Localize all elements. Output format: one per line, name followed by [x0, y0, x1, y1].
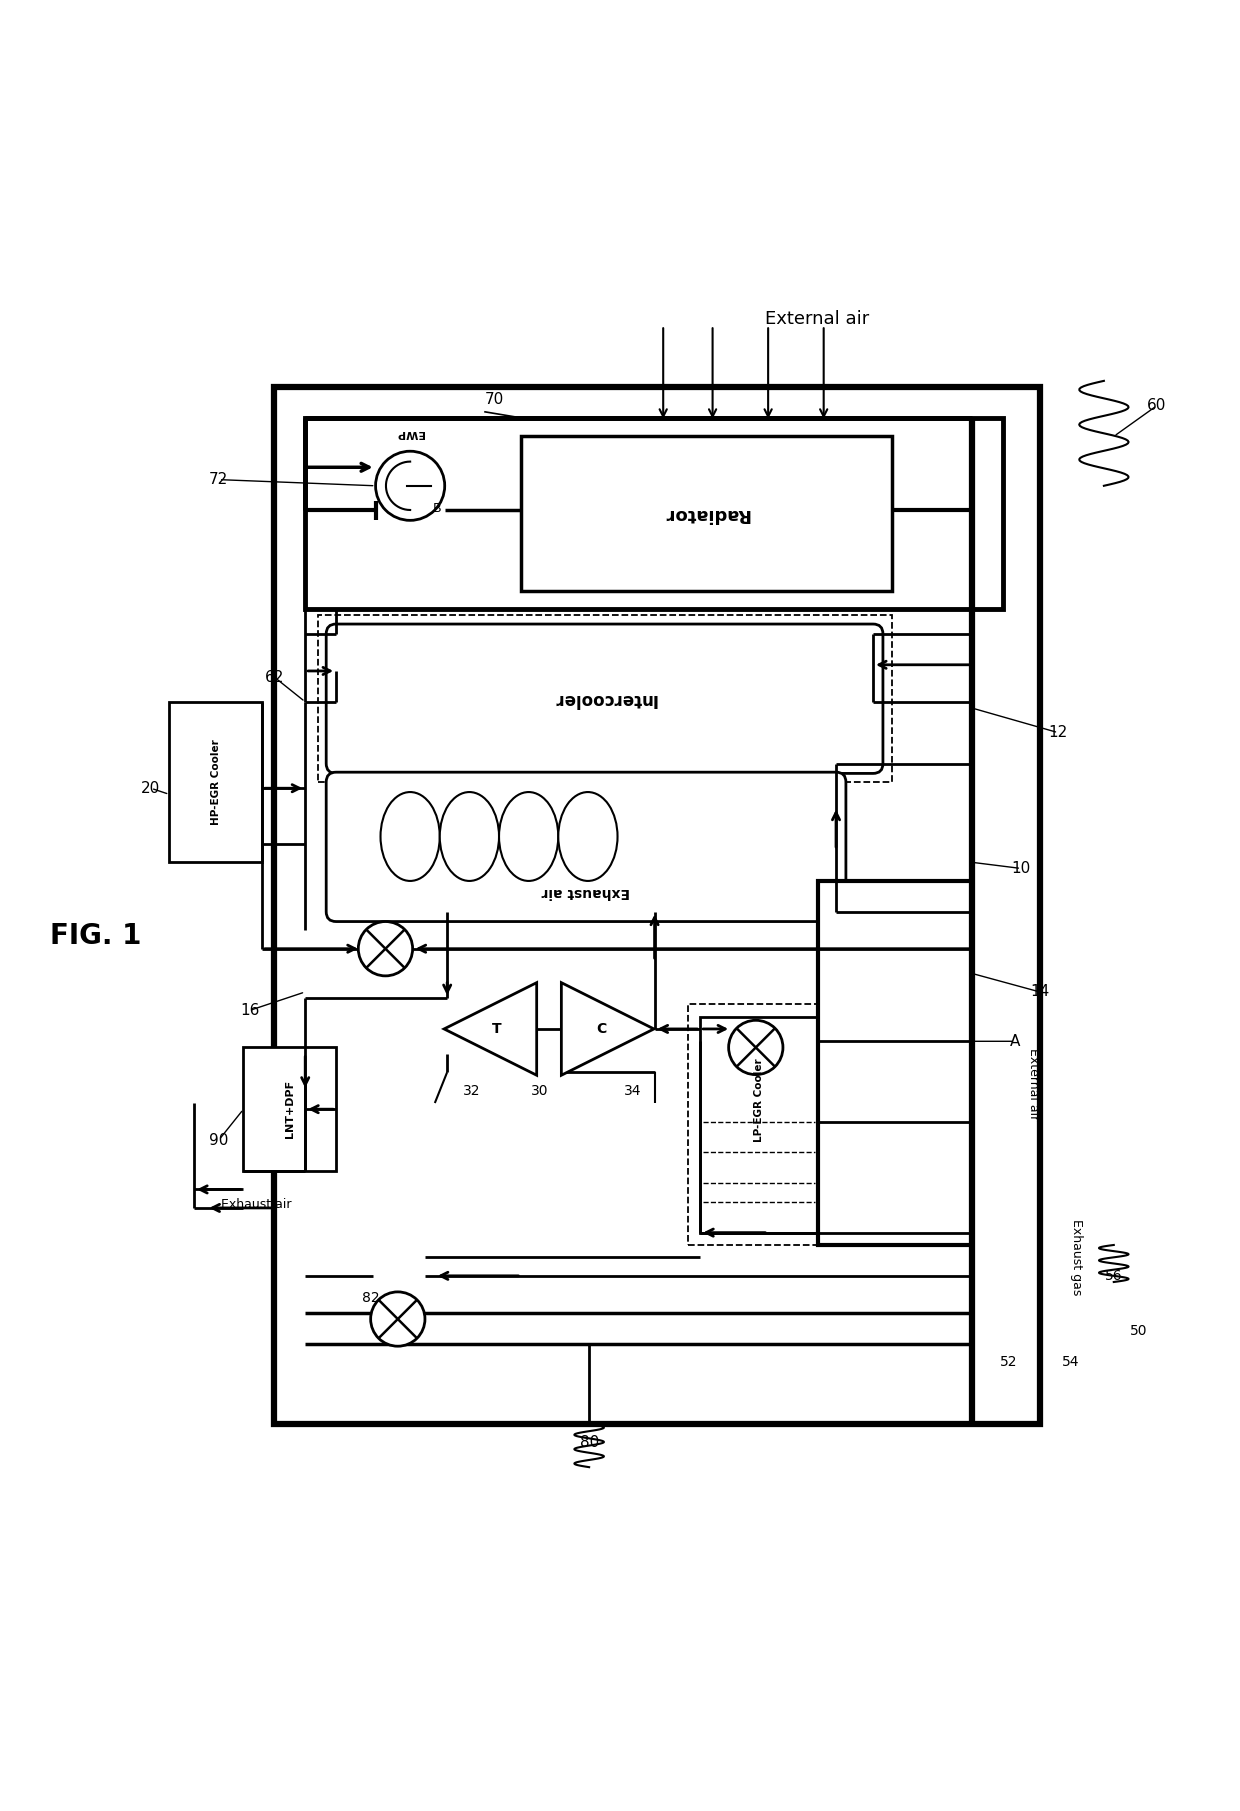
FancyBboxPatch shape — [326, 771, 846, 922]
Ellipse shape — [498, 791, 558, 880]
Polygon shape — [444, 983, 537, 1076]
Text: EWP: EWP — [396, 427, 424, 438]
Bar — [688, 1005, 830, 1244]
Text: 60: 60 — [1147, 398, 1167, 413]
Text: Radiator: Radiator — [663, 505, 750, 523]
Polygon shape — [562, 983, 653, 1076]
Text: FIG. 1: FIG. 1 — [50, 922, 141, 951]
Text: Exhaust gas: Exhaust gas — [1070, 1219, 1084, 1295]
Text: 56: 56 — [1105, 1270, 1122, 1282]
Bar — [521, 436, 892, 590]
Text: Intercooler: Intercooler — [553, 690, 656, 708]
Ellipse shape — [381, 791, 440, 880]
Text: 32: 32 — [463, 1083, 481, 1097]
Text: LNT+DPF: LNT+DPF — [285, 1079, 295, 1139]
Text: B: B — [433, 502, 441, 514]
Text: C: C — [596, 1021, 606, 1036]
Bar — [243, 1047, 336, 1172]
Bar — [317, 616, 892, 782]
Text: 54: 54 — [1061, 1355, 1079, 1369]
Text: 52: 52 — [1001, 1355, 1018, 1369]
Text: 62: 62 — [264, 670, 284, 685]
Bar — [701, 1016, 817, 1233]
Text: 82: 82 — [362, 1291, 379, 1306]
Text: 30: 30 — [531, 1083, 548, 1097]
Text: 90: 90 — [210, 1132, 228, 1148]
Text: 20: 20 — [141, 781, 160, 795]
Text: 16: 16 — [241, 1003, 259, 1018]
Text: 34: 34 — [624, 1083, 641, 1097]
Text: 10: 10 — [1012, 860, 1030, 877]
Bar — [170, 703, 262, 862]
Text: HP-EGR Cooler: HP-EGR Cooler — [211, 739, 221, 826]
Text: LP-EGR Cooler: LP-EGR Cooler — [754, 1058, 764, 1141]
Ellipse shape — [440, 791, 498, 880]
Text: 12: 12 — [1049, 724, 1068, 741]
Text: T: T — [492, 1021, 501, 1036]
Text: External air: External air — [765, 310, 869, 328]
Bar — [305, 418, 1003, 608]
Text: 50: 50 — [1130, 1324, 1147, 1338]
Text: Exhaust air: Exhaust air — [542, 886, 630, 900]
Text: 80: 80 — [579, 1434, 599, 1451]
Text: 72: 72 — [210, 473, 228, 487]
Ellipse shape — [558, 791, 618, 880]
Text: 14: 14 — [1030, 985, 1049, 1000]
Circle shape — [729, 1020, 782, 1074]
Bar — [274, 388, 1039, 1423]
Text: A: A — [1009, 1034, 1021, 1049]
Text: Exhaust air: Exhaust air — [221, 1197, 291, 1212]
Text: External air: External air — [1027, 1049, 1040, 1121]
Bar — [817, 880, 972, 1244]
Circle shape — [371, 1291, 425, 1346]
FancyBboxPatch shape — [326, 625, 883, 773]
Circle shape — [376, 451, 445, 520]
Circle shape — [358, 922, 413, 976]
Text: 70: 70 — [485, 391, 503, 407]
